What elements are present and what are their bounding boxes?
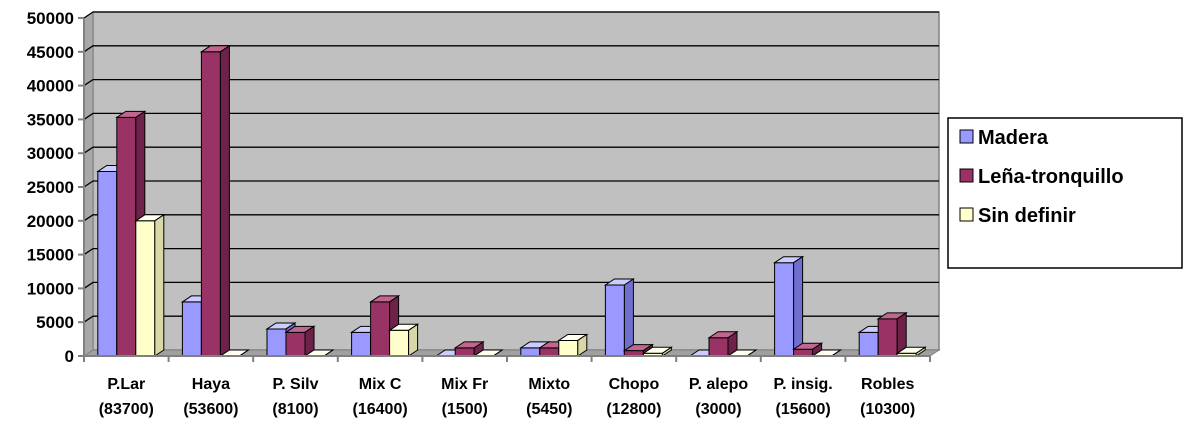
x-tick-label: P. alepo (3000) — [689, 376, 749, 418]
bar-side — [492, 349, 503, 357]
bar-front — [793, 348, 814, 357]
bar-sin-definir — [895, 346, 927, 357]
bar-front — [200, 51, 221, 357]
y-tick-label: 40000 — [27, 77, 74, 96]
gridline — [83, 214, 939, 222]
bar-front — [774, 262, 795, 357]
y-tick-label: 25000 — [27, 178, 74, 197]
legend-box — [947, 117, 1183, 269]
legend-swatch — [959, 129, 974, 144]
y-tick-label: 0 — [65, 347, 74, 366]
bar-sin-definir — [557, 333, 589, 357]
legend: Madera Leña-tronquillo Sin definir — [947, 117, 1183, 269]
gridline — [83, 11, 939, 19]
bar-front — [389, 329, 410, 357]
bar-side — [831, 349, 841, 357]
legend-label: Leña-tronquillo — [978, 166, 1124, 188]
y-tick-label: 45000 — [27, 43, 74, 62]
bar-sin-definir — [134, 213, 166, 357]
y-tick-label: 35000 — [27, 110, 74, 129]
gridline — [83, 112, 939, 120]
x-tick-label: Mix C (16400) — [353, 376, 408, 418]
bar-front — [708, 337, 729, 357]
x-tick-label: Chopo (12800) — [606, 376, 661, 418]
bar-front — [520, 347, 541, 357]
x-tick-label: Robles (10300) — [860, 376, 915, 418]
x-tick-label: Mixto (5450) — [526, 376, 572, 418]
y-tick-label: 10000 — [27, 279, 74, 298]
legend-label: Madera — [978, 127, 1049, 149]
bar-front — [285, 331, 306, 357]
bar-front — [370, 301, 391, 357]
bar-side — [793, 255, 804, 357]
bar-front — [877, 318, 898, 357]
bar-madera — [603, 278, 636, 357]
y-tick-label: 5000 — [36, 313, 74, 332]
bar-front — [116, 116, 137, 357]
bar-front — [558, 339, 579, 357]
gridline — [83, 315, 939, 323]
bar-side — [746, 349, 757, 357]
y-tick-label: 30000 — [27, 144, 74, 163]
bar-le-a-tronquillo — [876, 311, 908, 357]
bar-le-a-tronquillo — [199, 44, 232, 357]
bar-side — [219, 44, 230, 357]
bar-front — [266, 328, 287, 357]
y-tick-label: 15000 — [27, 246, 74, 265]
gridline — [83, 180, 939, 188]
bar-side — [623, 278, 634, 357]
bar-front — [351, 331, 372, 357]
bar-front — [97, 170, 118, 357]
bar-le-a-tronquillo — [707, 330, 739, 357]
x-tick-label: Haya (53600) — [183, 376, 238, 418]
gridline — [83, 281, 939, 289]
bar-side — [239, 349, 249, 357]
plot-area — [82, 11, 941, 357]
bar-front — [181, 301, 202, 357]
legend-swatch — [959, 207, 974, 222]
bar-front — [539, 347, 560, 357]
gridline — [83, 247, 939, 256]
bar-side — [577, 333, 588, 357]
x-tick-label: P.Lar (83700) — [99, 376, 154, 418]
axes: 0 5000 10000 15000 20000 25000 30000 35000 40000… — [27, 9, 931, 418]
bar-le-a-tronquillo — [284, 325, 316, 357]
bar-le-a-tronquillo — [791, 342, 824, 357]
x-tick-label: Mix Fr (1500) — [441, 376, 488, 418]
y-tick-label: 20000 — [27, 212, 74, 231]
gridline — [83, 78, 939, 87]
bar-sin-definir — [387, 323, 420, 357]
bar-side — [154, 213, 165, 357]
bar-front — [135, 220, 156, 357]
bar-side — [323, 349, 334, 357]
bar-side — [408, 323, 419, 357]
y-tick-label: 50000 — [27, 9, 74, 28]
bar-madera — [772, 255, 805, 357]
x-tick-label: P. Silv (8100) — [272, 376, 318, 418]
bar-front — [454, 347, 475, 357]
bar-front — [604, 284, 625, 357]
gridline — [83, 146, 939, 154]
legend-label: Sin definir — [978, 205, 1076, 227]
bar-front — [858, 331, 879, 357]
x-tick-label: P. insig. (15600) — [773, 376, 832, 418]
legend-swatch — [959, 168, 974, 183]
gridline — [83, 45, 939, 53]
